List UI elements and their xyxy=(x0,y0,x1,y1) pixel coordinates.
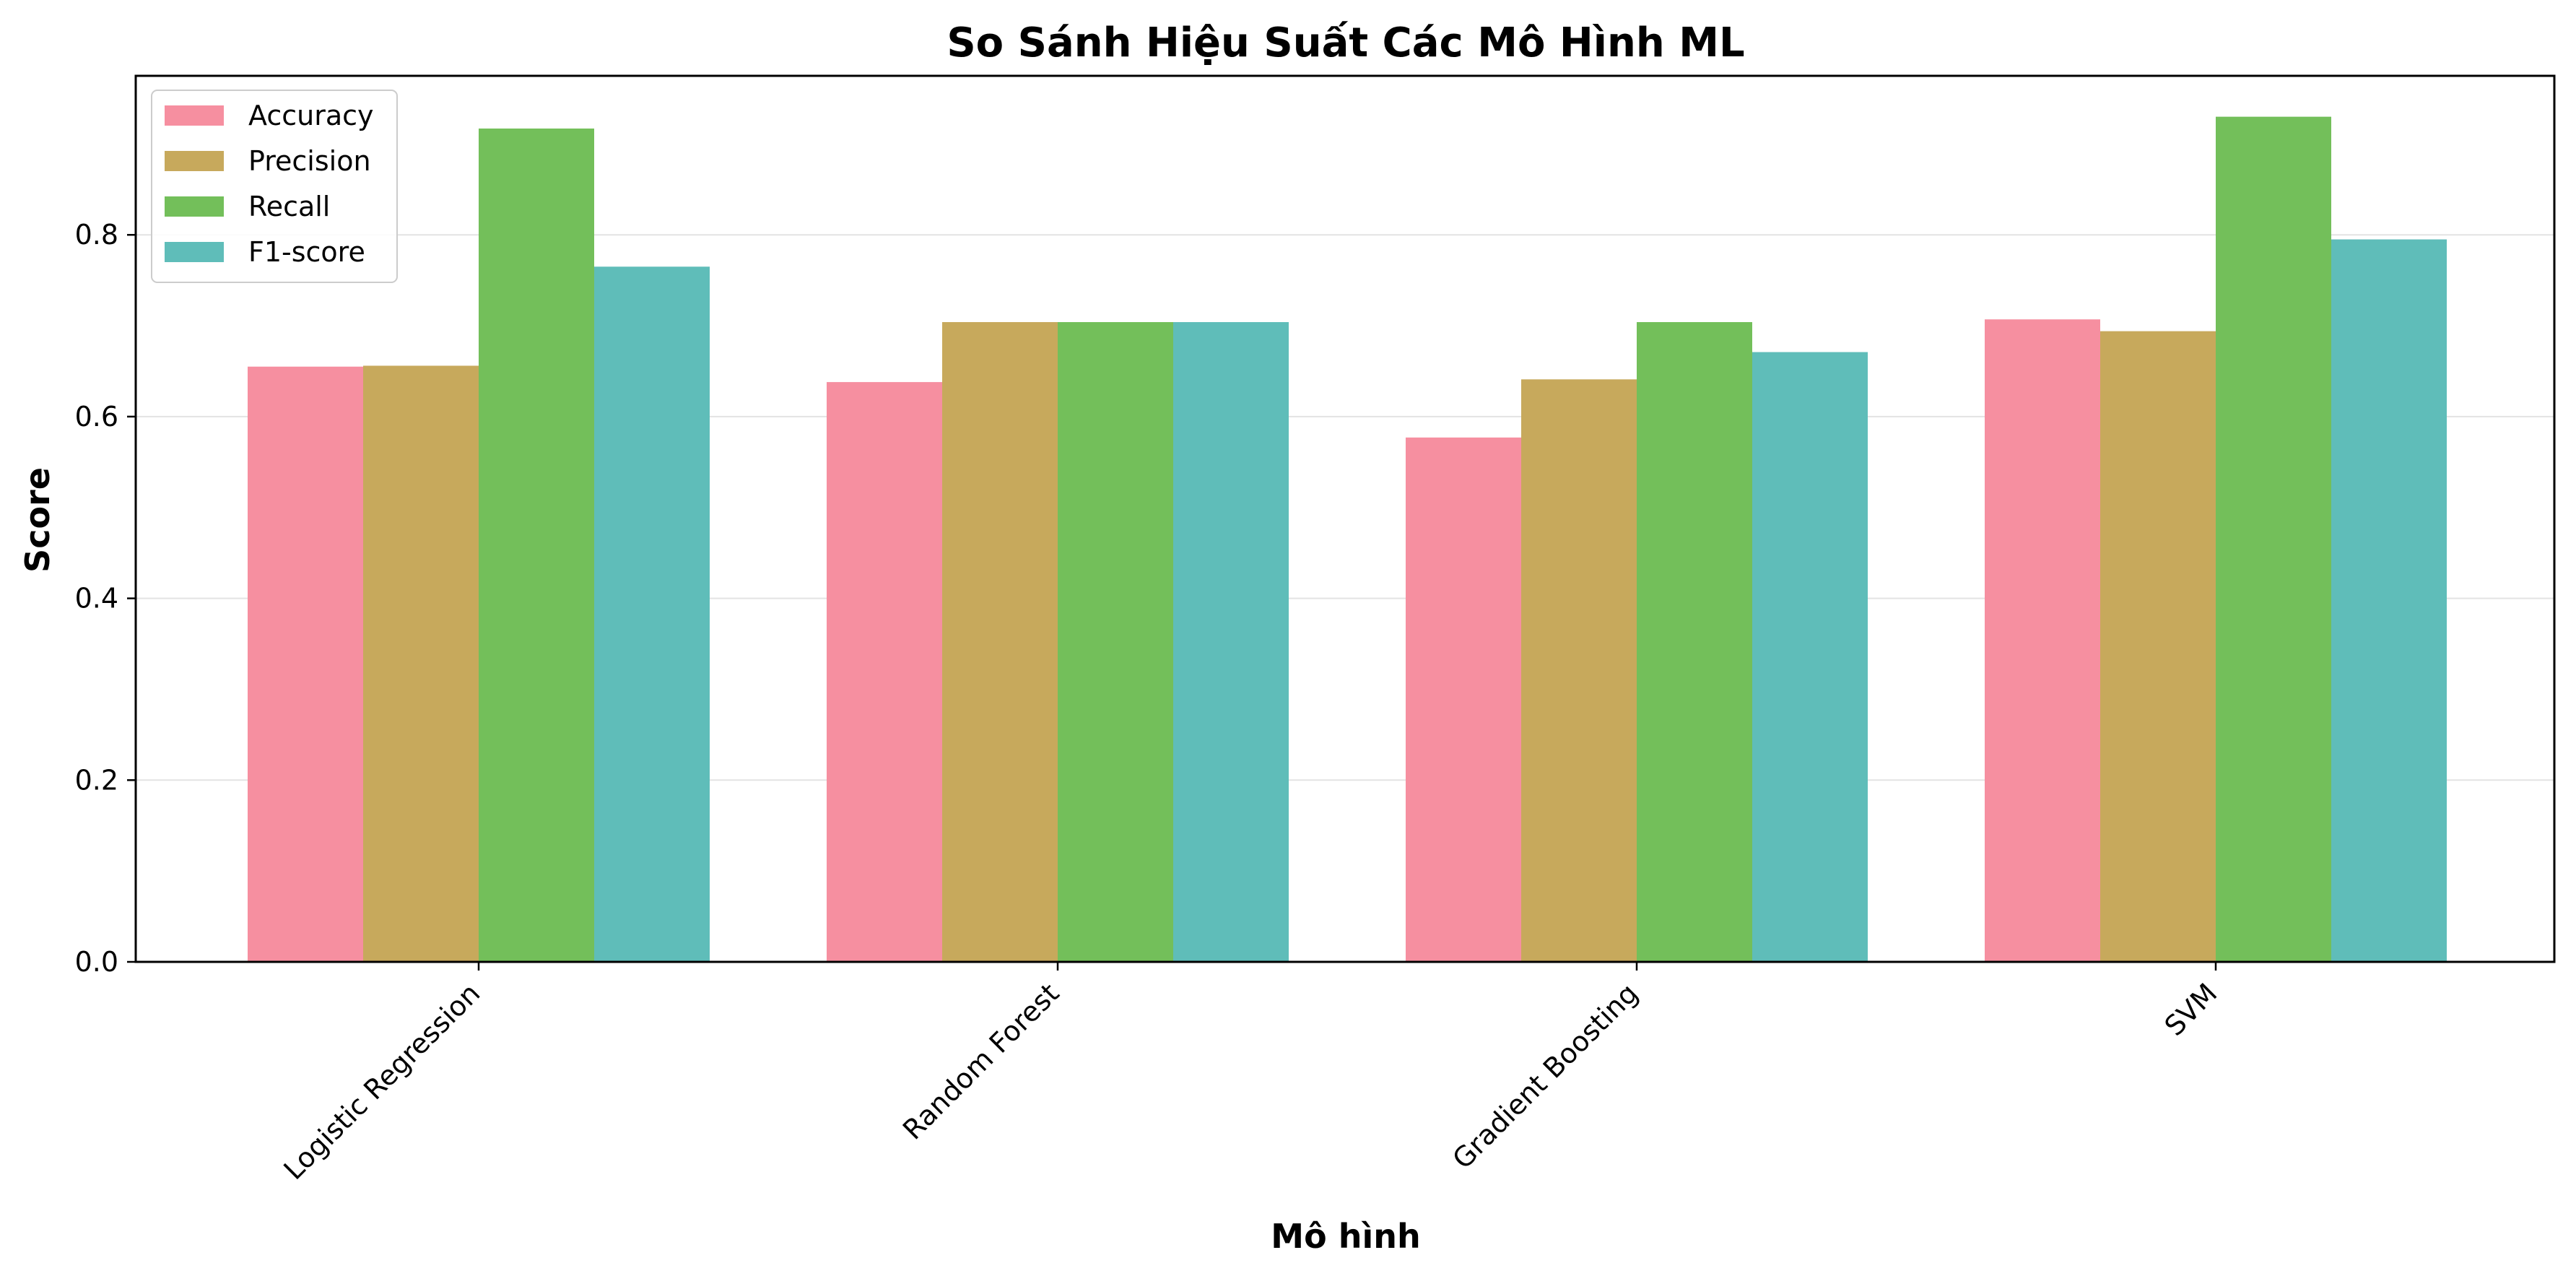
bar-recall-3 xyxy=(2216,116,2331,963)
legend: Accuracy Precision Recall F1-score xyxy=(151,90,398,283)
bar-recall-1 xyxy=(1058,322,1173,962)
bar-accuracy-2 xyxy=(1406,437,1521,962)
bar-f1-score-2 xyxy=(1752,352,1868,963)
x-tick-label: Gradient Boosting xyxy=(1446,977,1644,1175)
legend-label: F1-score xyxy=(248,236,365,268)
legend-swatch xyxy=(165,196,224,217)
bars xyxy=(248,116,2447,963)
bar-precision-3 xyxy=(2100,331,2216,962)
legend-swatch xyxy=(165,242,224,262)
x-tick-label: Random Forest xyxy=(897,977,1065,1145)
bar-precision-1 xyxy=(942,322,1058,962)
y-tick-label: 0.8 xyxy=(75,219,118,251)
legend-box xyxy=(151,90,398,283)
y-tick-label: 0.0 xyxy=(75,946,118,978)
y-tick-label: 0.6 xyxy=(75,401,118,433)
bar-recall-2 xyxy=(1637,322,1752,962)
y-tick-label: 0.2 xyxy=(75,764,118,796)
x-axis-label: Mô hình xyxy=(1271,1217,1420,1256)
bar-accuracy-0 xyxy=(248,366,363,962)
x-tick-label: SVM xyxy=(2159,977,2224,1042)
bar-f1-score-0 xyxy=(594,266,710,962)
bar-f1-score-1 xyxy=(1173,322,1289,962)
legend-label: Precision xyxy=(248,145,371,177)
bar-accuracy-3 xyxy=(1985,319,2100,962)
x-axis-ticks: Logistic Regression Random Forest Gradient… xyxy=(277,962,2223,1186)
y-axis-ticks: 0.0 0.2 0.4 0.6 0.8 xyxy=(75,219,136,978)
x-tick-label: Logistic Regression xyxy=(277,977,486,1186)
legend-label: Recall xyxy=(248,191,330,222)
bar-accuracy-1 xyxy=(827,382,942,962)
bar-precision-2 xyxy=(1521,379,1637,962)
chart-title: So Sánh Hiệu Suất Các Mô Hình ML xyxy=(947,19,1744,66)
legend-swatch xyxy=(165,151,224,171)
bar-f1-score-3 xyxy=(2331,239,2447,962)
bar-recall-0 xyxy=(479,128,594,963)
plot-frame xyxy=(134,74,2556,963)
legend-label: Accuracy xyxy=(248,100,374,131)
bar-precision-0 xyxy=(363,365,479,962)
y-tick-label: 0.4 xyxy=(75,583,118,615)
y-axis-label: Score xyxy=(18,467,57,573)
legend-swatch xyxy=(165,105,224,126)
